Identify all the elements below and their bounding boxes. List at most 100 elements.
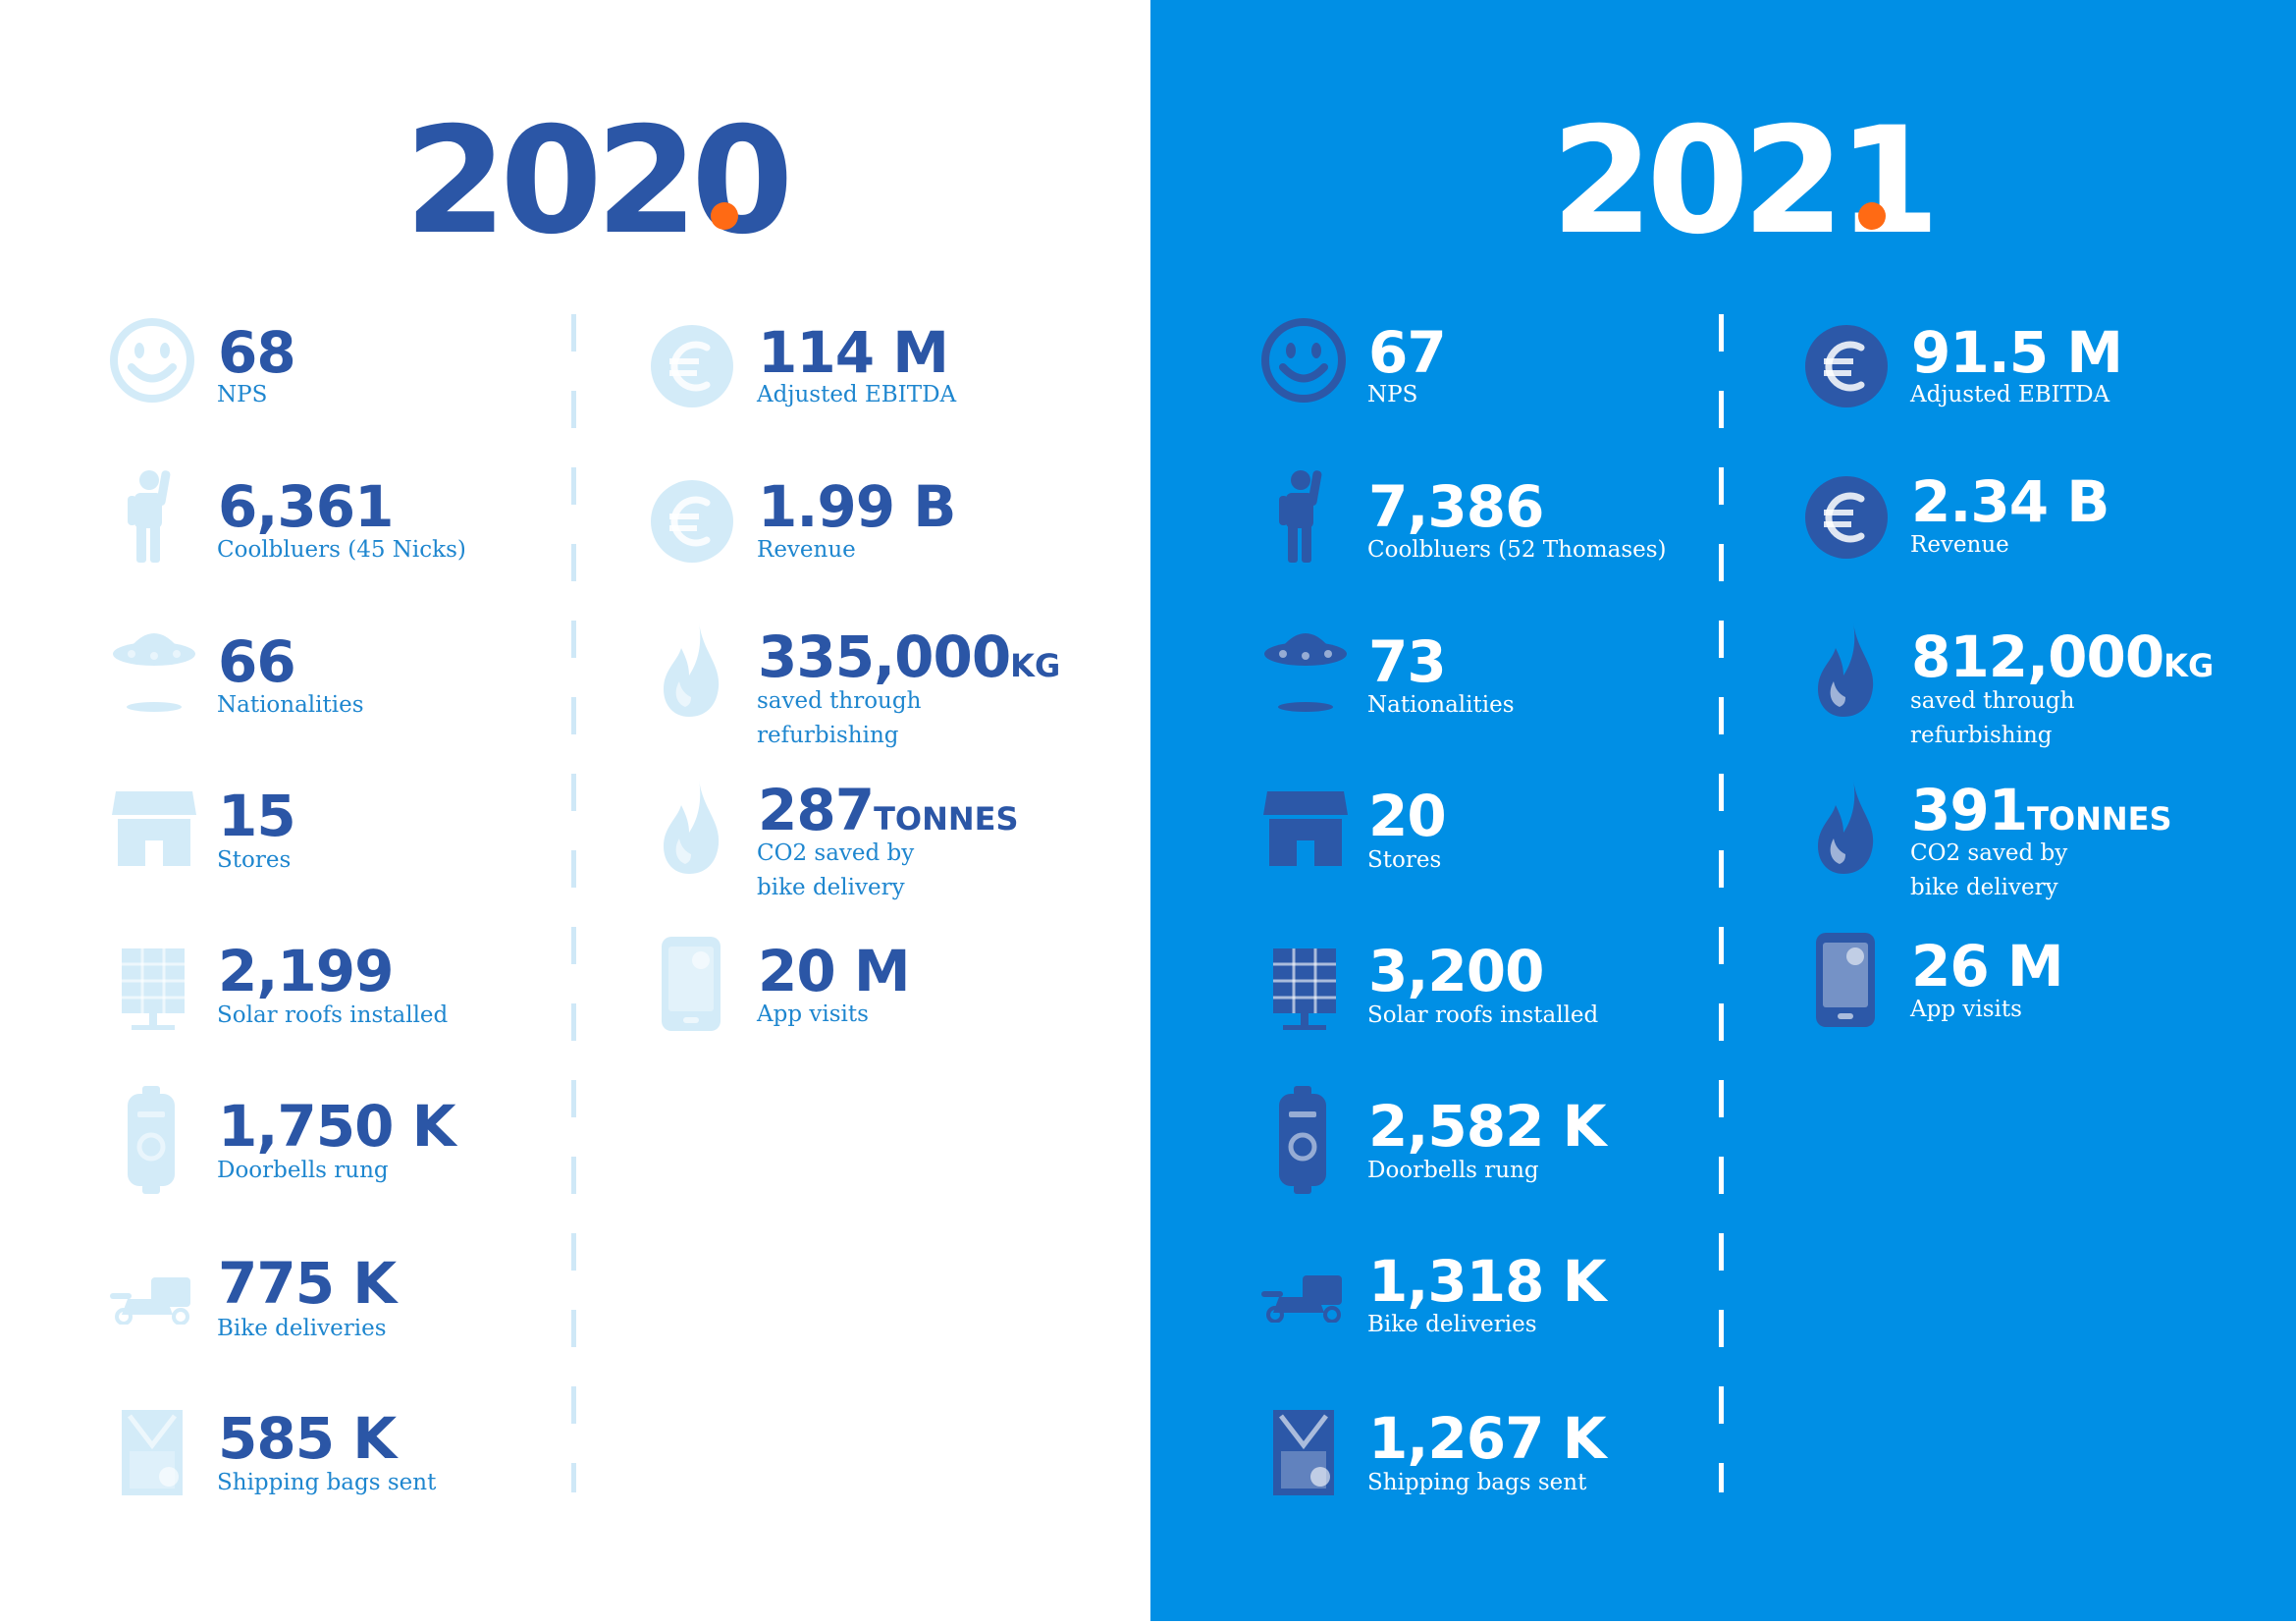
stat-label: Adjusted EBITDA [757, 378, 956, 412]
stat-number: 6,361 [218, 473, 394, 540]
orange-dot [1858, 202, 1886, 230]
person-waving-icon [120, 466, 188, 565]
stat-value: 7,386 [1368, 478, 1544, 535]
stat-number: 73 [1368, 628, 1447, 695]
shipping-bag-icon [1269, 1406, 1338, 1499]
flying-saucer-icon [1261, 619, 1350, 717]
stat-label: Solar roofs installed [217, 1002, 449, 1028]
stat-number: 1.99 B [758, 473, 957, 540]
stat-label-line: App visits [757, 1001, 869, 1027]
stat-label: Revenue [757, 533, 856, 568]
stat-label-line: Revenue [757, 537, 856, 563]
stat-label: Solar roofs installed [1367, 1002, 1599, 1028]
stat-number: 391 [1911, 777, 2028, 843]
stat-label-line: refurbishing [757, 722, 899, 748]
orange-dot [711, 202, 738, 230]
dashed-divider [571, 314, 576, 1492]
stat-number: 20 M [758, 938, 911, 1004]
solar-panel-icon [114, 945, 192, 1033]
stat-value: 335,000KG [758, 628, 1060, 685]
stat-value: 1,267 K [1368, 1410, 1607, 1467]
stat-number: 335,000 [758, 623, 1011, 690]
stat-unit: TONNES [2027, 800, 2172, 838]
stat-number: 1,267 K [1368, 1405, 1607, 1472]
stat-value: 585 K [218, 1410, 397, 1467]
stat-label: NPS [1367, 382, 1418, 407]
stat-value: 3,200 [1368, 943, 1544, 1000]
stat-label: Stores [1367, 847, 1442, 873]
stat-label: CO2 saved by bike delivery [1910, 837, 2067, 904]
flame-icon [1814, 621, 1877, 719]
shipping-bag-icon [118, 1406, 187, 1499]
stat-label-line: App visits [1910, 997, 2022, 1022]
stat-value: 73 [1368, 633, 1447, 690]
stat-number: 585 K [218, 1405, 397, 1472]
stat-label: Doorbells rung [217, 1158, 389, 1183]
stat-value: 15 [218, 787, 296, 844]
delivery-bike-icon [1259, 1273, 1350, 1323]
stat-label: CO2 saved by bike delivery [757, 837, 914, 904]
panel-bottom-strip [1150, 1621, 2296, 1624]
stat-label-line: Revenue [1910, 532, 2009, 558]
stat-label-line: saved through [757, 688, 922, 714]
flame-icon [660, 778, 722, 876]
stat-number: 114 M [758, 319, 949, 386]
stat-number: 1,318 K [1368, 1248, 1607, 1315]
stat-value: 287TONNES [758, 782, 1019, 839]
stat-label: Adjusted EBITDA [1910, 378, 2109, 412]
stat-unit: TONNES [874, 800, 1019, 838]
delivery-bike-icon [108, 1275, 198, 1325]
stat-label: Stores [217, 847, 292, 873]
stat-unit: KG [2163, 647, 2215, 684]
stat-number: 91.5 M [1911, 319, 2123, 386]
store-icon [1261, 789, 1350, 868]
stat-label-line: refurbishing [1910, 722, 2053, 748]
stat-value: 6,361 [218, 478, 394, 535]
stat-label-line: CO2 saved by [1910, 840, 2068, 866]
stat-value: 67 [1368, 324, 1447, 381]
stat-label: App visits [1910, 993, 2022, 1027]
stat-label-line: Adjusted EBITDA [1910, 382, 2110, 407]
stat-number: 3,200 [1368, 938, 1544, 1004]
stat-label-line: bike delivery [1910, 874, 2058, 900]
stat-value: 2,199 [218, 943, 394, 1000]
stat-unit: KG [1010, 647, 1061, 684]
stat-label: Bike deliveries [217, 1316, 387, 1341]
stat-label-line: bike delivery [757, 874, 905, 900]
stat-label: saved through refurbishing [1910, 684, 2074, 752]
stat-label: App visits [757, 998, 869, 1032]
stat-number: 1,750 K [218, 1093, 456, 1160]
stat-label: Coolbluers (52 Thomases) [1367, 537, 1667, 563]
year-heading-2021: 2021 [1551, 96, 1940, 267]
stat-number: 2,199 [218, 938, 394, 1004]
stat-value: 1,750 K [218, 1098, 456, 1155]
flame-icon [1814, 778, 1877, 876]
person-waving-icon [1271, 466, 1340, 565]
smartphone-app-icon [660, 935, 722, 1033]
stat-value: 114 M [758, 324, 949, 381]
euro-coin-icon [1804, 475, 1889, 560]
stat-label: saved through refurbishing [757, 684, 921, 752]
stat-label: Nationalities [217, 692, 364, 718]
stat-label-line: Adjusted EBITDA [757, 382, 957, 407]
stat-number: 7,386 [1368, 473, 1544, 540]
stat-number: 775 K [218, 1250, 397, 1317]
stat-value: 391TONNES [1911, 782, 2172, 839]
year-heading-2020: 2020 [404, 96, 793, 267]
stat-label: Shipping bags sent [217, 1470, 437, 1495]
flame-icon [660, 621, 722, 719]
stat-value: 775 K [218, 1255, 397, 1312]
euro-coin-icon [650, 479, 734, 564]
smiley-icon [1259, 316, 1348, 405]
stat-label: Doorbells rung [1367, 1158, 1539, 1183]
stat-value: 20 M [758, 943, 911, 1000]
smartphone-app-icon [1814, 931, 1877, 1029]
flying-saucer-icon [110, 619, 198, 717]
stat-number: 287 [758, 777, 875, 843]
stat-label-line: saved through [1910, 688, 2075, 714]
stat-label: Nationalities [1367, 692, 1515, 718]
stat-number: 26 M [1911, 933, 2064, 1000]
stat-value: 68 [218, 324, 296, 381]
stat-value: 20 [1368, 787, 1447, 844]
solar-panel-icon [1265, 945, 1344, 1033]
